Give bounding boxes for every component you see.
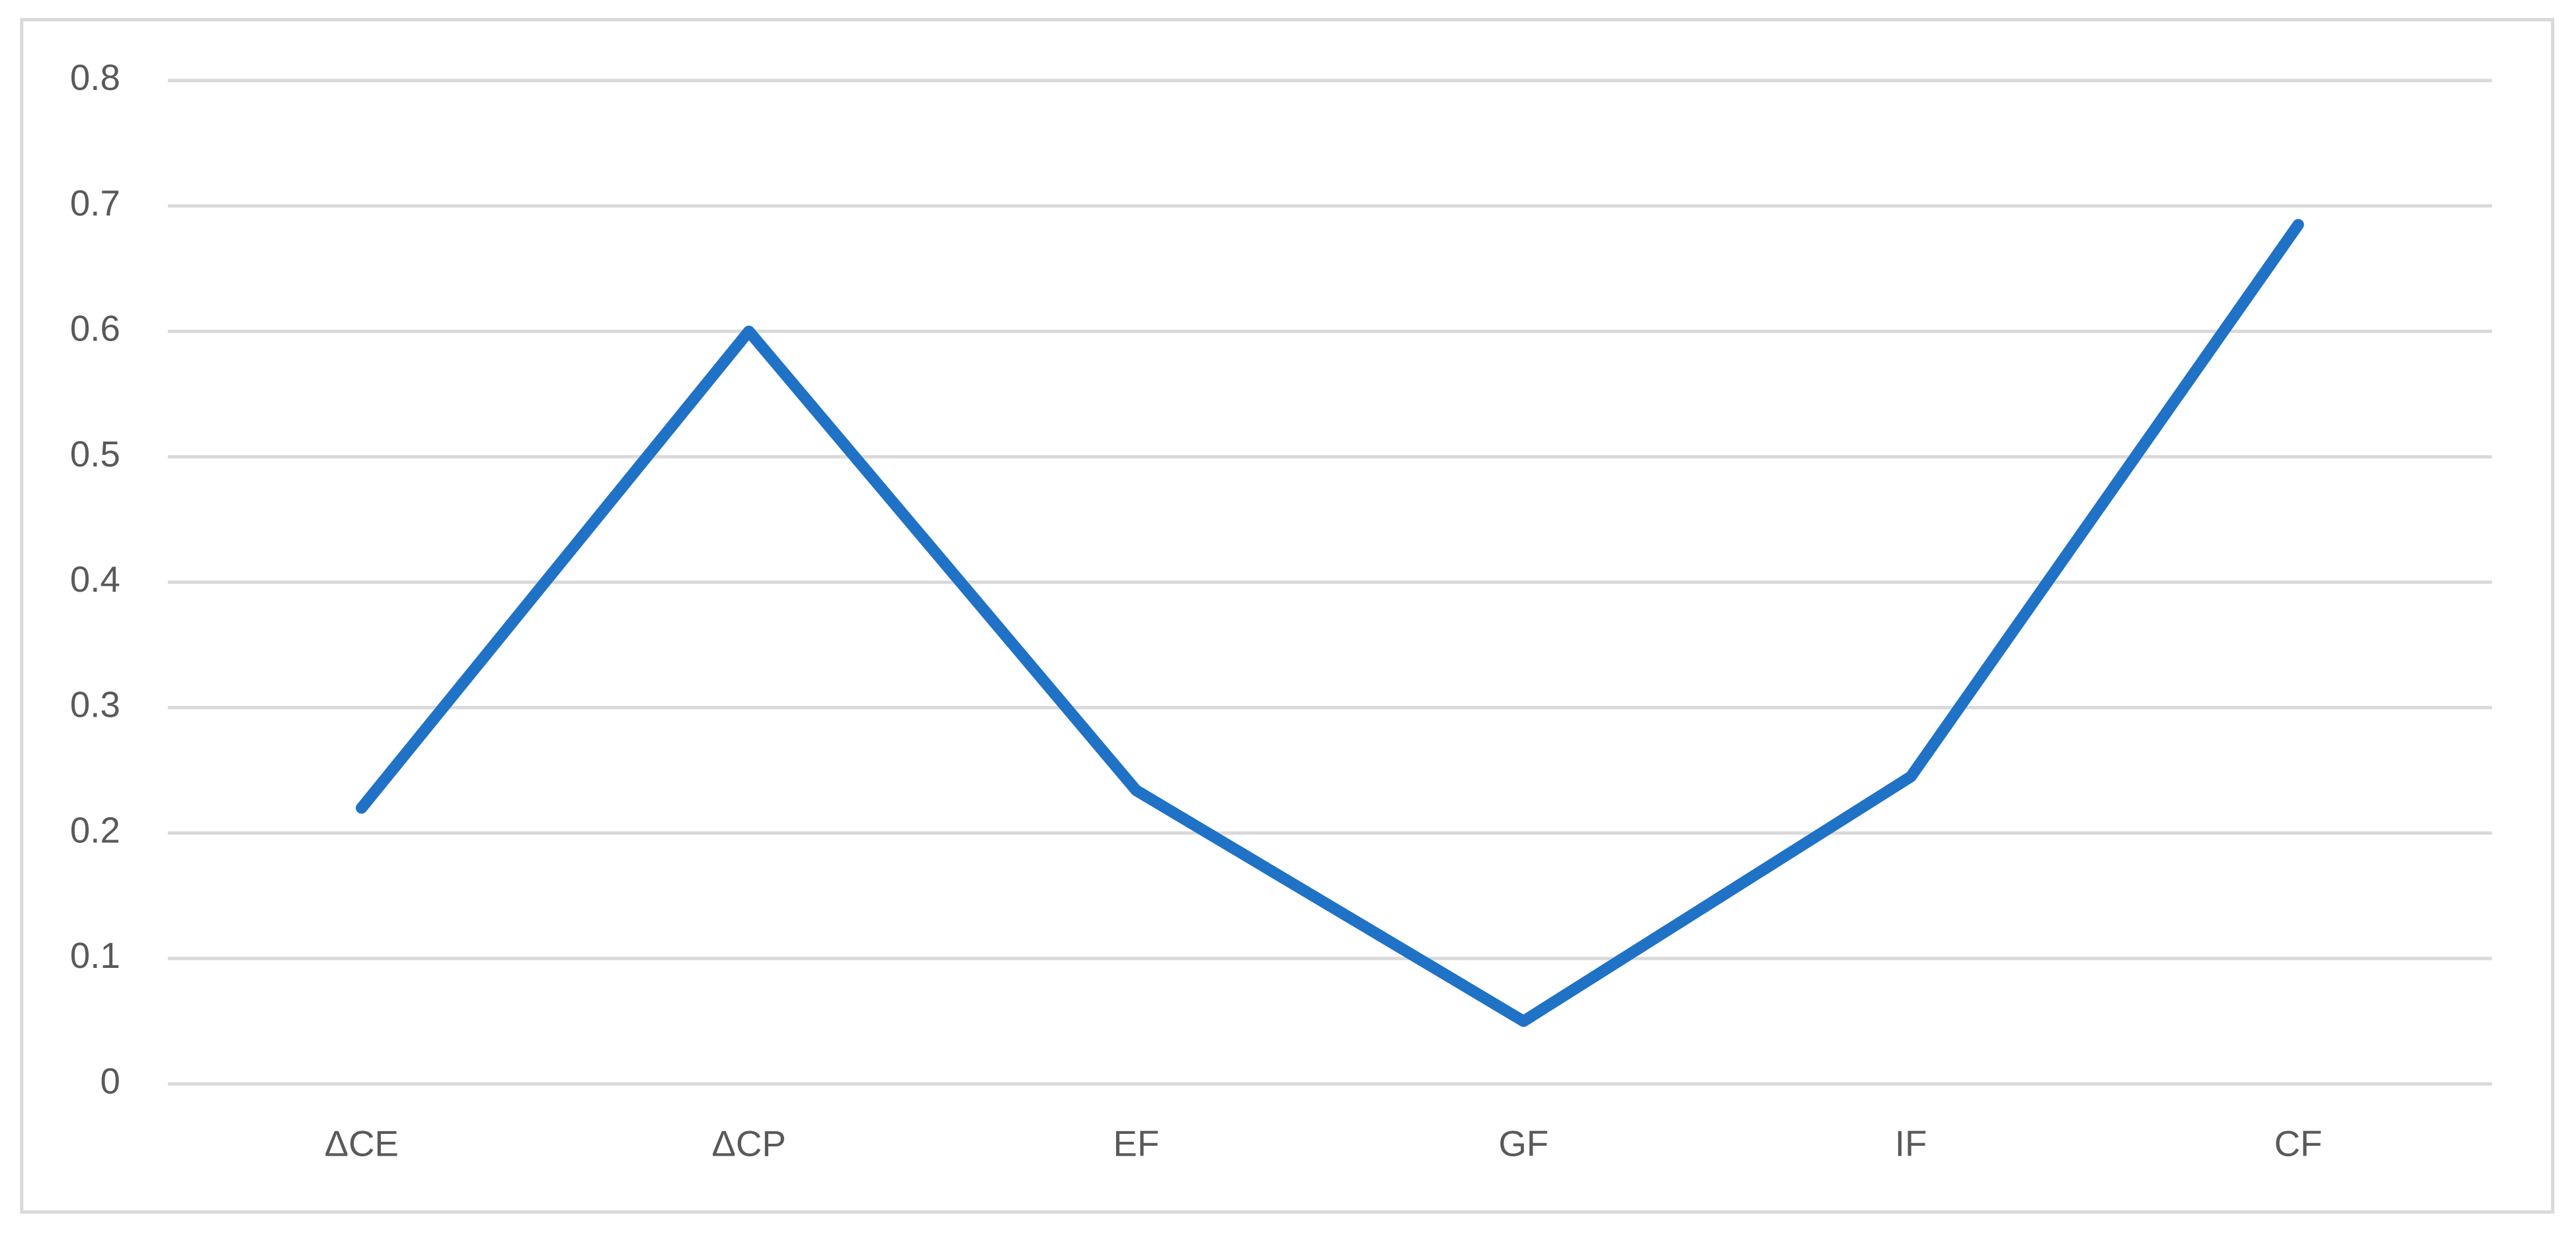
x-tick-label: GF: [1498, 1123, 1549, 1164]
y-tick-label: 0.5: [70, 434, 120, 474]
y-tick-label: 0.4: [70, 559, 120, 600]
y-tick-label: 0.6: [70, 309, 120, 349]
y-tick-label: 0.7: [70, 183, 120, 223]
x-tick-label: CF: [2274, 1123, 2322, 1164]
y-tick-label: 0.8: [70, 58, 120, 98]
x-tick-label: IF: [1895, 1123, 1927, 1164]
x-tick-label: ΔCP: [711, 1123, 785, 1164]
x-tick-label: ΔCE: [325, 1123, 399, 1164]
y-tick-label: 0.2: [70, 810, 120, 850]
data-line: [356, 219, 2304, 1027]
y-tick-label: 0.1: [70, 936, 120, 976]
x-tick-label: EF: [1113, 1123, 1160, 1164]
y-tick-label: 0: [100, 1061, 120, 1101]
y-tick-label: 0.3: [70, 685, 120, 725]
chart-border: [20, 18, 2555, 1214]
